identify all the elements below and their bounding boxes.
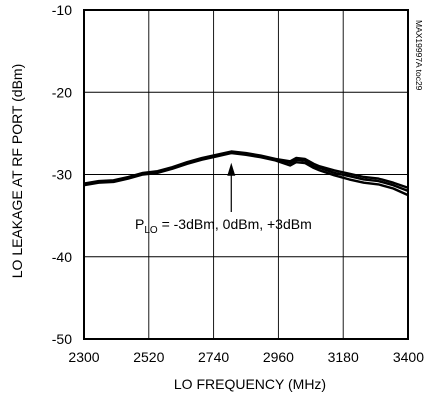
grid-lines (84, 10, 408, 339)
plot-frame (83, 9, 409, 340)
x-tick-labels: 2300 2520 2740 2960 3180 3400 (68, 349, 424, 365)
y-tick-label: -20 (52, 84, 72, 100)
y-tick-labels: -10 -20 -30 -40 -50 (52, 2, 72, 347)
series-line (83, 150, 409, 189)
x-axis-label: LO FREQUENCY (MHz) (174, 376, 326, 392)
y-axis-label: LO LEAKAGE AT RF PORT (dBm) (9, 64, 25, 278)
series-line (83, 151, 409, 193)
series-lines (83, 150, 409, 197)
x-tick-label: 2960 (263, 349, 294, 365)
x-tick-label: 3400 (393, 349, 424, 365)
y-tick-label: -50 (52, 331, 72, 347)
annotation: PLO = -3dBm, 0dBm, +3dBm (135, 162, 312, 236)
x-tick-label: 2740 (198, 349, 229, 365)
x-tick-label: 2300 (68, 349, 99, 365)
x-tick-label: 3180 (328, 349, 359, 365)
annotation-label: PLO = -3dBm, 0dBm, +3dBm (135, 216, 312, 236)
annotation-arrowhead (227, 162, 236, 176)
figure-code-label: MAX19997A toc29 (414, 20, 424, 91)
x-tick-label: 2520 (133, 349, 164, 365)
y-tick-label: -40 (52, 249, 72, 265)
y-tick-label: -30 (52, 167, 72, 183)
y-tick-label: -10 (52, 2, 72, 18)
